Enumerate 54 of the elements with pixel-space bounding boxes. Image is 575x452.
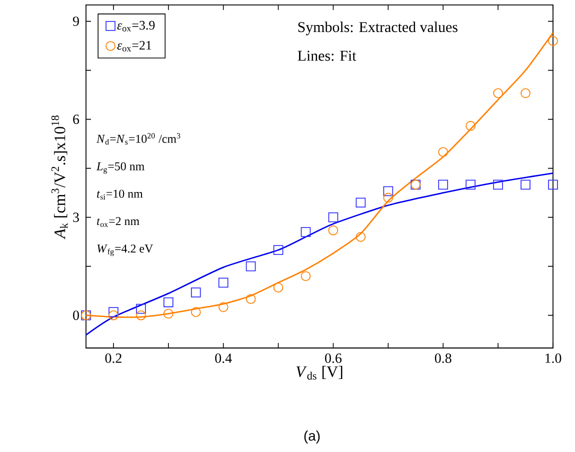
point — [356, 232, 366, 242]
point — [383, 186, 394, 196]
point — [548, 36, 558, 46]
x-tick-label: 0.4 — [215, 354, 232, 363]
point — [438, 180, 448, 190]
x-tick-label: 1.0 — [546, 354, 562, 363]
x-tick-label: 0.8 — [434, 354, 452, 363]
text: (a) — [304, 430, 320, 444]
y-tick-label: 9 — [72, 16, 79, 26]
annotation: W$_{fg}$=4.2 eV — [97, 244, 154, 256]
annotation: Symbols: Extracted values — [298, 22, 458, 36]
text: N$_{d}$=N$_{s}$=10$^{20}$ /cm$^{3}$ — [96, 133, 180, 145]
point — [136, 310, 146, 320]
point — [273, 245, 284, 255]
point — [190, 307, 201, 317]
point — [273, 282, 284, 292]
point — [328, 225, 338, 236]
x-axis-title: V$_{ds}$ [V] — [296, 366, 342, 380]
point — [356, 198, 366, 208]
point — [493, 88, 503, 98]
point — [190, 288, 201, 298]
x-tick-label: 0.2 — [105, 354, 122, 363]
legend-label: ε$_{ox}$=21 — [117, 40, 152, 52]
point — [108, 307, 118, 317]
point — [520, 180, 530, 190]
point — [383, 192, 394, 203]
annotation: t$_{ox}$=2 nm — [97, 217, 140, 227]
point — [108, 310, 118, 320]
point — [163, 297, 174, 308]
line-series — [86, 172, 554, 336]
y-axis-title: A$_{k}$ [cm$^{3}$/V$^{2}$.s]x10$^{18}$ — [51, 116, 68, 240]
legend-label: ε$_{ox}$=3.9 — [117, 20, 155, 32]
y-tick-label: 0 — [73, 310, 79, 320]
annotation: t$_{si}$=10 nm — [97, 190, 143, 200]
point — [466, 180, 476, 190]
point — [246, 261, 256, 272]
point — [218, 302, 228, 312]
point — [246, 294, 256, 304]
annotation: L$_{g}$=50 nm — [96, 162, 144, 174]
point — [300, 271, 311, 282]
point — [548, 180, 558, 190]
point — [493, 180, 503, 190]
x-tick-label: 0.6 — [325, 354, 342, 363]
point — [328, 212, 338, 222]
y-tick-label: 6 — [73, 114, 80, 124]
point — [300, 227, 311, 237]
y-tick-label: 3 — [73, 212, 79, 222]
point — [136, 304, 146, 314]
annotation: Lines: Fit — [298, 50, 356, 61]
point — [438, 147, 448, 157]
point — [466, 120, 476, 131]
point — [520, 88, 530, 98]
point — [218, 278, 228, 288]
point — [163, 308, 174, 319]
